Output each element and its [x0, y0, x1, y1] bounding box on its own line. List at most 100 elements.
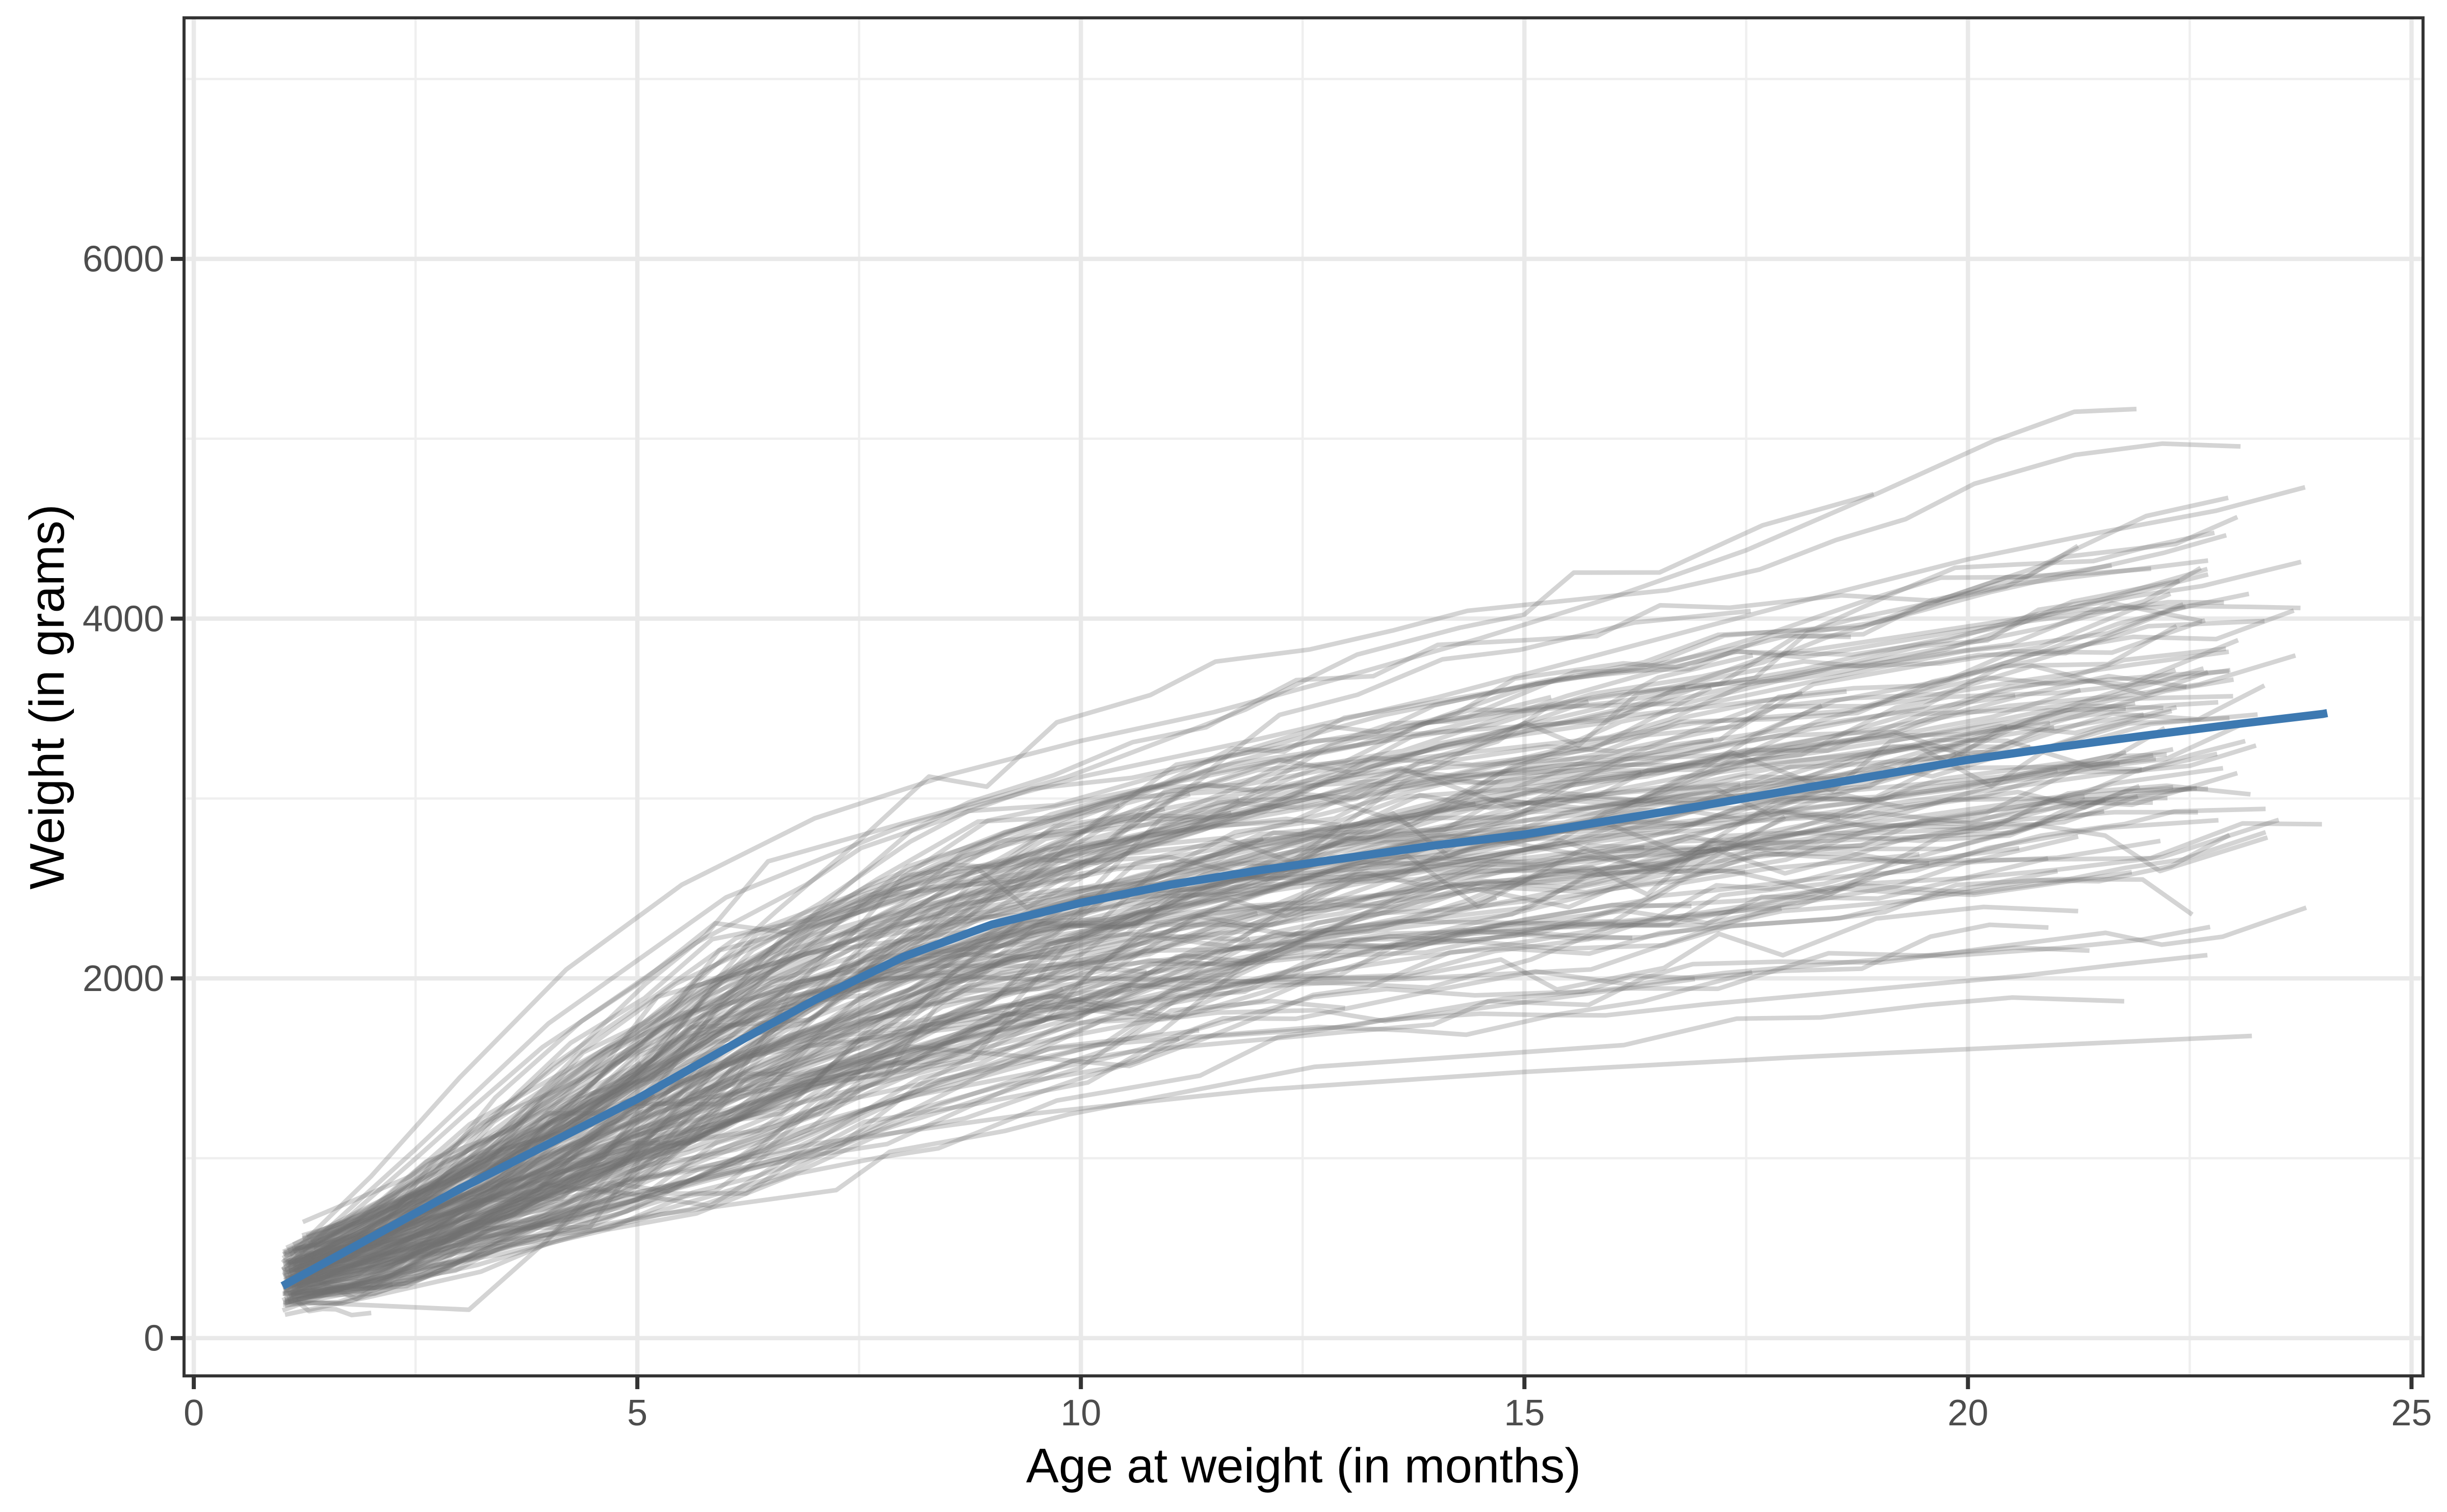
trajectory-line [284, 591, 2250, 1268]
y-axis-title: Weight (in grams) [20, 504, 74, 890]
trajectory-line [282, 753, 2154, 1293]
trajectory-line [286, 739, 2246, 1284]
panel-border [183, 16, 2425, 1377]
y-tick-label: 0 [144, 1318, 164, 1359]
trajectory-line [282, 1036, 1180, 1307]
trajectory-line [283, 618, 2265, 1269]
smooth-mean-line-group [280, 709, 2328, 1290]
trajectory-line [291, 761, 2120, 1287]
trajectory-line [301, 816, 1342, 1263]
trajectory-line [294, 1298, 372, 1318]
trajectory-line [307, 796, 1240, 1246]
trajectory-line [292, 809, 2105, 1284]
trajectory-line [296, 846, 1722, 1288]
trajectory-line [292, 945, 2090, 1299]
trajectory-line [297, 851, 1930, 1289]
trajectory-line [293, 604, 2186, 1254]
trajectory-line [284, 995, 2124, 1317]
trajectory-line [295, 868, 1746, 1291]
trajectory-line [286, 649, 2229, 1275]
trajectory-line [284, 870, 2132, 1293]
trajectory-line [317, 810, 2198, 1272]
trajectory-line [289, 725, 2054, 1275]
trajectory-line [281, 602, 2184, 1260]
trajectory-line [297, 986, 1132, 1290]
trajectory-line [304, 712, 2258, 1260]
x-tick-label: 15 [1504, 1393, 1545, 1433]
trajectory-line [295, 599, 2224, 1274]
trajectory-line [288, 986, 1064, 1298]
x-axis-title: Age at weight (in months) [1026, 1439, 1581, 1493]
y-tick-label: 2000 [83, 958, 164, 999]
trajectory-line [304, 852, 1920, 1283]
trajectory-line [281, 485, 2306, 1272]
trajectory-line [288, 1284, 347, 1295]
trajectory-line [292, 667, 2231, 1251]
trajectory-line [287, 924, 2211, 1304]
trajectory-line [287, 848, 1718, 1302]
trajectory-line [325, 846, 2020, 1280]
trajectory-line [284, 618, 2206, 1264]
trajectory-line [284, 1282, 394, 1309]
trajectory-line [284, 771, 2238, 1283]
trajectory-line [282, 623, 2178, 1264]
trajectory-line [313, 784, 2141, 1268]
trajectory-line [292, 563, 2112, 1267]
trajectory-line [283, 751, 2218, 1292]
trajectory-line [287, 693, 2016, 1265]
trajectory-line [283, 699, 1590, 1255]
trajectory-line [285, 496, 2229, 1264]
trajectory-line [288, 566, 2151, 1265]
trajectory-line [303, 604, 2301, 1261]
x-tick-label: 0 [184, 1393, 204, 1433]
trajectory-line [294, 663, 2209, 1263]
trajectory-line [296, 856, 2049, 1302]
trajectory-line [306, 757, 2156, 1287]
trajectory-line [291, 800, 2153, 1298]
trajectory-line [288, 843, 1645, 1285]
x-tick-label: 10 [1060, 1393, 1101, 1433]
gridlines-major [184, 18, 2423, 1376]
trajectory-line [285, 515, 2238, 1250]
trajectory-line [319, 999, 1345, 1291]
trajectory-line [296, 700, 2136, 1270]
trajectory-line [288, 766, 2224, 1288]
trajectory-line [286, 752, 2167, 1295]
trajectory-line [283, 558, 2208, 1275]
trajectory-line [291, 830, 2267, 1291]
trajectory-line [282, 964, 1147, 1296]
gridlines-minor [184, 18, 2423, 1376]
trajectory-line [290, 798, 2106, 1281]
trajectory-line [292, 869, 2058, 1291]
trajectory-line [282, 818, 2219, 1289]
trajectory-line [299, 1139, 661, 1276]
axis-tick-labels: 0 5 10 15 20 25 0 2000 4000 6000 [83, 239, 2432, 1433]
trajectory-line [294, 544, 2079, 1252]
trajectory-line [297, 726, 2166, 1270]
trajectory-line [284, 906, 1782, 1303]
trajectory-line [284, 905, 2307, 1306]
trajectory-line [284, 724, 2008, 1265]
trajectory-line [292, 533, 2227, 1267]
trajectory-line [287, 578, 2180, 1269]
trajectory-line [322, 1136, 632, 1284]
trajectory-line [314, 706, 2126, 1250]
trajectory-line [306, 666, 2204, 1275]
trajectory-line [289, 792, 1191, 1257]
trajectory-line [283, 810, 1840, 1301]
trajectory-line [289, 765, 2142, 1295]
trajectory-line [293, 638, 2239, 1264]
trajectory-line [287, 953, 1268, 1290]
trajectory-line [311, 977, 1696, 1295]
trajectory-line [285, 786, 2192, 1312]
trajectory-line [287, 646, 2226, 1278]
trajectory-line [298, 818, 2280, 1283]
trajectory-line [298, 768, 2058, 1266]
axis-ticks [171, 256, 2414, 1389]
trajectory-line [290, 806, 2266, 1281]
trajectory-line [302, 601, 2203, 1241]
trajectory-line [287, 441, 2241, 1253]
trajectory-line [287, 566, 2202, 1271]
trajectory-line [316, 688, 2081, 1272]
